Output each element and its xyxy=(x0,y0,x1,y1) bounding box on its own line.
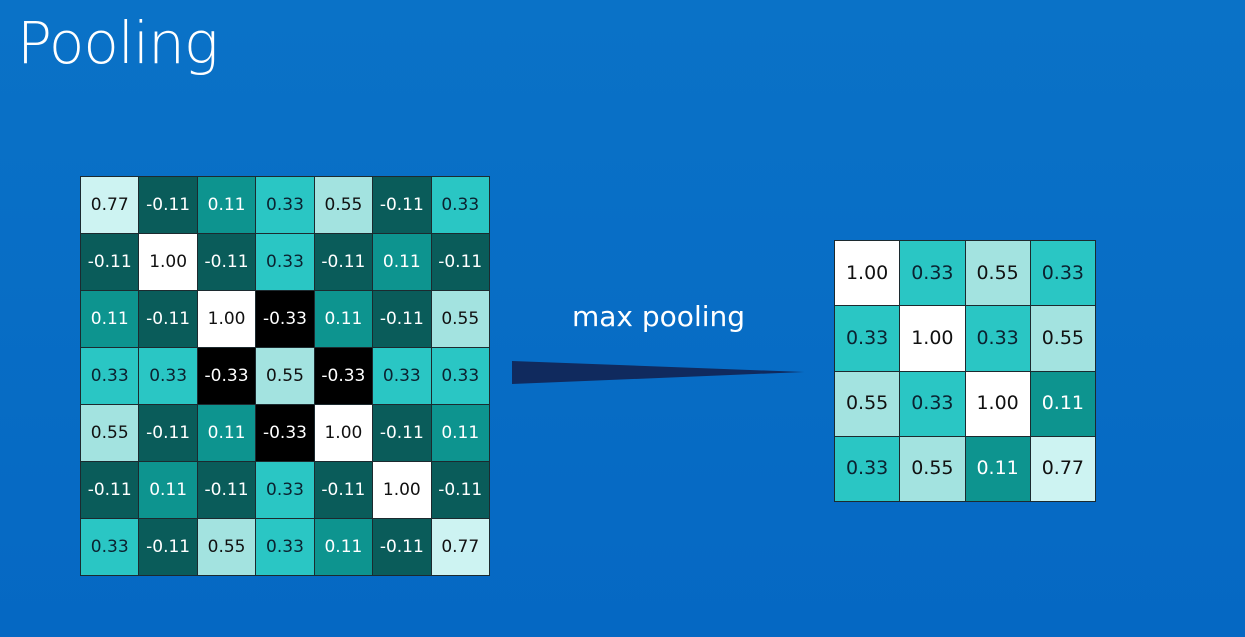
arrow-icon xyxy=(512,361,804,384)
output-cell: 0.33 xyxy=(900,371,965,436)
output-cell: 0.33 xyxy=(835,306,900,371)
input-cell: 0.55 xyxy=(431,291,489,347)
input-cell: 0.11 xyxy=(373,234,431,290)
input-cell: 0.11 xyxy=(139,462,197,518)
input-cell: 0.33 xyxy=(431,348,489,404)
input-cell: 0.33 xyxy=(256,234,314,290)
input-cell: -0.11 xyxy=(139,291,197,347)
input-cell: 0.11 xyxy=(431,405,489,461)
input-cell: -0.33 xyxy=(256,291,314,347)
input-cell: 1.00 xyxy=(197,291,256,347)
input-feature-map: 0.77 -0.11 0.11 0.33 0.55 -0.11 0.33 -0.11 1.00-… xyxy=(80,176,490,576)
input-cell: 0.55 xyxy=(81,405,139,461)
input-cell: 0.33 xyxy=(431,177,489,233)
input-cell: 0.11 xyxy=(314,291,373,347)
input-cell: 1.00 xyxy=(373,462,431,518)
input-cell: 0.55 xyxy=(197,519,256,575)
input-cell: 0.77 xyxy=(81,177,139,233)
output-cell: 1.00 xyxy=(965,371,1030,436)
output-cell: 0.77 xyxy=(1030,436,1095,501)
input-cell: 0.33 xyxy=(256,519,314,575)
output-cell: 0.55 xyxy=(965,241,1030,306)
input-cell: -0.11 xyxy=(197,234,256,290)
input-cell: 0.11 xyxy=(314,519,373,575)
input-cell: -0.11 xyxy=(314,462,373,518)
input-cell: 0.11 xyxy=(81,291,139,347)
output-cell: 0.33 xyxy=(900,241,965,306)
output-cell: 0.55 xyxy=(1030,306,1095,371)
output-cell: 0.33 xyxy=(1030,241,1095,306)
input-cell: -0.11 xyxy=(197,462,256,518)
input-cell: -0.11 xyxy=(431,234,489,290)
input-cell: -0.33 xyxy=(197,348,256,404)
input-cell: 0.11 xyxy=(197,405,256,461)
output-cell: 0.33 xyxy=(965,306,1030,371)
input-cell: 1.00 xyxy=(139,234,197,290)
output-cell: 0.11 xyxy=(1030,371,1095,436)
output-cell: 0.55 xyxy=(900,436,965,501)
slide-title: Pooling xyxy=(17,9,219,77)
input-cell: 0.33 xyxy=(373,348,431,404)
input-cell: -0.11 xyxy=(81,234,139,290)
arrow-shape xyxy=(512,361,804,384)
input-cell: 0.33 xyxy=(256,177,314,233)
input-cell: -0.11 xyxy=(431,462,489,518)
input-cell: 0.33 xyxy=(256,462,314,518)
input-cell: 0.55 xyxy=(314,177,373,233)
pooled-feature-map: 1.00 0.33 0.55 0.33 0.33 1.00 0.33 0.55 0.55 0.33… xyxy=(834,240,1096,502)
input-cell: -0.11 xyxy=(373,177,431,233)
input-cell: 0.33 xyxy=(81,519,139,575)
input-cell: -0.33 xyxy=(314,348,373,404)
input-cell: 0.33 xyxy=(139,348,197,404)
input-cell: -0.11 xyxy=(314,234,373,290)
input-cell: 0.55 xyxy=(256,348,314,404)
input-cell: 1.00 xyxy=(314,405,373,461)
input-cell: -0.33 xyxy=(256,405,314,461)
input-cell: -0.11 xyxy=(81,462,139,518)
output-cell: 1.00 xyxy=(835,241,900,306)
input-cell: -0.11 xyxy=(139,177,197,233)
input-cell: -0.11 xyxy=(373,519,431,575)
output-cell: 1.00 xyxy=(900,306,965,371)
output-cell: 0.33 xyxy=(835,436,900,501)
input-cell: 0.11 xyxy=(197,177,256,233)
input-cell: -0.11 xyxy=(139,405,197,461)
input-cell: 0.33 xyxy=(81,348,139,404)
input-cell: 0.77 xyxy=(431,519,489,575)
output-cell: 0.11 xyxy=(965,436,1030,501)
output-cell: 0.55 xyxy=(835,371,900,436)
input-cell: -0.11 xyxy=(373,291,431,347)
input-cell: -0.11 xyxy=(373,405,431,461)
operation-label: max pooling xyxy=(572,300,746,333)
input-cell: -0.11 xyxy=(139,519,197,575)
